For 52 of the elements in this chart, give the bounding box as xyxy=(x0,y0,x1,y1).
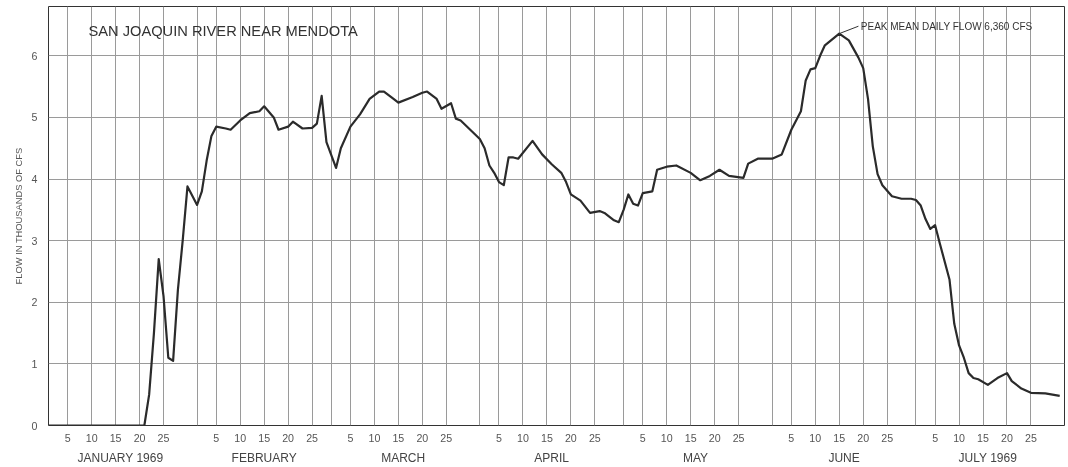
x-tick-label: 25 xyxy=(881,431,894,444)
x2-tick-label: FEBRUARY xyxy=(231,450,297,465)
x2-tick-label: JANUARY 1969 xyxy=(77,450,164,465)
x-tick-label: 15 xyxy=(540,431,553,444)
x-tick-label: 10 xyxy=(368,431,381,444)
x-tick-label: 25 xyxy=(732,431,745,444)
x2-tick-label: JULY 1969 xyxy=(958,450,1018,465)
x-tick-label: 10 xyxy=(85,431,98,444)
x-tick-label: 10 xyxy=(234,431,247,444)
x-tick-label: 5 xyxy=(496,431,503,444)
x-tick-label: 20 xyxy=(133,431,146,444)
x-tick-label: 5 xyxy=(639,431,646,444)
x-tick-label: 20 xyxy=(282,431,295,444)
y-tick-label: 3 xyxy=(31,234,38,247)
x-tick-label: 25 xyxy=(1025,431,1037,444)
x-tick-label: 20 xyxy=(1001,431,1013,444)
x2-tick-label: MAY xyxy=(682,450,709,465)
x-tick-label: 5 xyxy=(213,431,220,444)
x-tick-label: 15 xyxy=(109,431,122,444)
x-tick-label: 10 xyxy=(953,431,966,444)
x-tick-label: 5 xyxy=(347,431,354,444)
x-tick-label: 5 xyxy=(64,431,71,444)
y-tick-label: 6 xyxy=(31,49,38,62)
x-tick-label: 15 xyxy=(977,431,990,444)
y-axis-title: FLOW IN THOUSANDS OF CFS xyxy=(13,147,24,285)
x-tick-label: 25 xyxy=(157,431,170,444)
text: SAN JOAQUIN RIVER NEAR MENDOTA xyxy=(88,22,358,39)
x-tick-label: 20 xyxy=(708,431,721,444)
x-tick-label: 10 xyxy=(517,431,529,444)
x-tick-label: 25 xyxy=(588,431,601,444)
x2-tick-label: APRIL xyxy=(534,450,570,465)
x-tick-label: 25 xyxy=(306,431,319,444)
x-tick-label: 5 xyxy=(932,431,939,444)
x-tick-label: 20 xyxy=(857,431,870,444)
x-tick-label: 15 xyxy=(833,431,846,444)
x-tick-label: 10 xyxy=(809,431,822,444)
annotation: PEAK MEAN DAILY FLOW 6,360 CFS xyxy=(860,20,1033,32)
x-tick-label: 15 xyxy=(392,431,405,444)
x2-tick-label: MARCH xyxy=(381,450,426,465)
x-tick-label: 15 xyxy=(258,431,271,444)
y-tick-label: 5 xyxy=(31,111,38,124)
y-tick-label: 2 xyxy=(31,296,38,309)
x-tick-label: 15 xyxy=(684,431,697,444)
x-tick-label: 20 xyxy=(416,431,429,444)
x-tick-label: 20 xyxy=(564,431,577,444)
x-tick-label: 5 xyxy=(788,431,795,444)
y-tick-label: 4 xyxy=(31,173,38,186)
x-tick-label: 10 xyxy=(660,431,673,444)
y-tick-label: 1 xyxy=(31,357,38,370)
x2-tick-label: JUNE xyxy=(828,450,860,465)
y-tick-label: 0 xyxy=(31,419,38,432)
x-tick-label: 25 xyxy=(440,431,453,444)
